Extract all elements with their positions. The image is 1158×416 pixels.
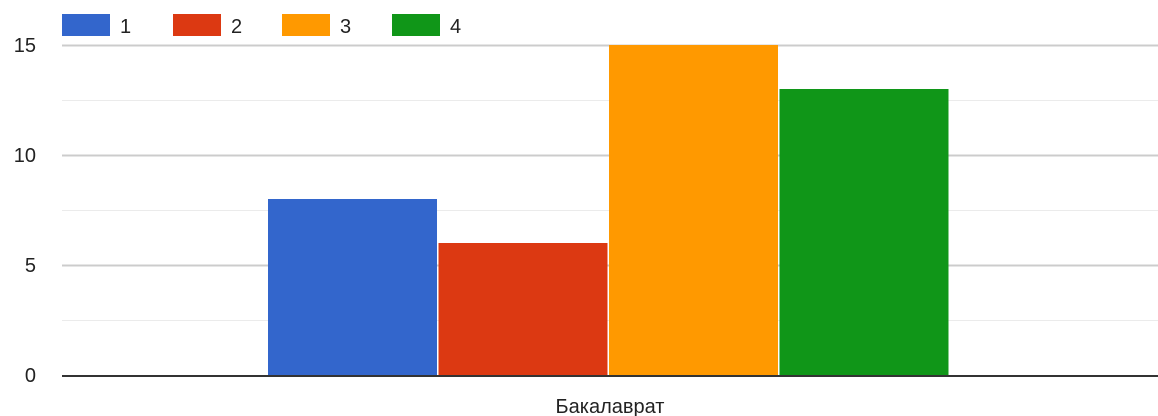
legend-swatch [173,14,221,36]
legend-label: 2 [231,16,242,38]
bar-series-1 [268,199,437,375]
legend-label: 1 [120,16,131,38]
y-tick-label: 5 [25,255,36,277]
legend: 1 2 3 4 [62,14,461,38]
y-tick-label: 0 [25,365,36,387]
bar-series-3 [609,45,778,375]
x-category-label: Бакалаврат [556,396,665,416]
axes: 0 5 10 15 Бакалаврат [14,35,1158,416]
y-tick-label: 15 [14,35,36,57]
legend-swatch [392,14,440,36]
y-tick-label: 10 [14,145,36,167]
legend-label: 4 [450,16,461,38]
bar-series-4 [779,89,949,375]
bar-series-2 [438,243,608,375]
legend-label: 3 [340,16,351,38]
legend-swatch [62,14,110,36]
legend-swatch [282,14,330,36]
bars [268,45,949,375]
